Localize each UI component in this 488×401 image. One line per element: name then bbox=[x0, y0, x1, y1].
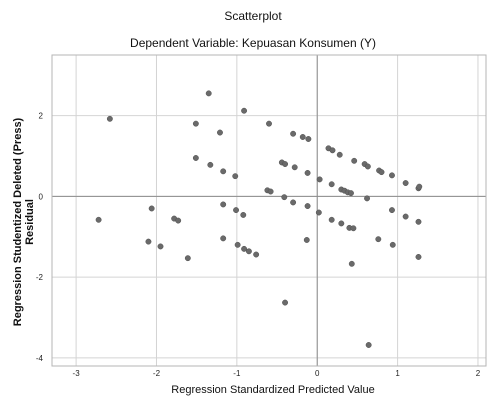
data-point bbox=[220, 235, 227, 242]
data-point bbox=[415, 218, 422, 225]
y-tick-label: 0 bbox=[39, 192, 44, 201]
data-point bbox=[328, 216, 335, 223]
y-tick-label: -4 bbox=[36, 354, 44, 363]
y-axis-title-line2: Residual bbox=[24, 199, 36, 245]
x-tick-label: 2 bbox=[476, 369, 481, 378]
data-point bbox=[267, 188, 274, 195]
data-point bbox=[157, 243, 164, 250]
data-point bbox=[281, 194, 288, 201]
data-point bbox=[365, 342, 372, 348]
data-point bbox=[290, 130, 297, 137]
data-point bbox=[245, 248, 252, 255]
data-point bbox=[351, 157, 358, 164]
data-point bbox=[290, 199, 297, 206]
data-point bbox=[192, 120, 199, 127]
data-point bbox=[282, 299, 289, 306]
data-point bbox=[184, 255, 191, 262]
y-tick-label: -2 bbox=[36, 273, 44, 282]
data-points bbox=[95, 90, 423, 348]
data-point bbox=[299, 134, 306, 140]
data-point bbox=[364, 163, 371, 170]
data-point bbox=[328, 181, 335, 188]
data-point bbox=[205, 90, 212, 97]
data-point bbox=[348, 190, 354, 197]
data-point bbox=[207, 161, 214, 168]
x-tick-label: -2 bbox=[153, 369, 161, 378]
data-point bbox=[192, 155, 199, 161]
data-point bbox=[241, 107, 248, 114]
data-point bbox=[329, 147, 336, 154]
x-tick-label: 0 bbox=[315, 369, 320, 378]
data-point bbox=[220, 201, 227, 208]
x-tick-label: -3 bbox=[73, 369, 81, 378]
data-point bbox=[253, 251, 260, 258]
data-point bbox=[336, 151, 343, 158]
x-tick-label: -1 bbox=[233, 369, 241, 378]
data-point bbox=[217, 129, 223, 136]
data-point bbox=[375, 236, 382, 243]
data-point bbox=[282, 161, 289, 168]
data-point bbox=[402, 180, 409, 186]
data-point bbox=[95, 216, 102, 223]
reference-lines bbox=[52, 55, 486, 366]
data-point bbox=[241, 245, 248, 252]
x-tick-label: 1 bbox=[395, 369, 400, 378]
data-point bbox=[148, 205, 155, 212]
data-point bbox=[415, 253, 422, 260]
data-point bbox=[389, 207, 395, 214]
data-point bbox=[145, 238, 152, 245]
plot-frame bbox=[51, 54, 487, 367]
data-point bbox=[220, 168, 227, 175]
data-point bbox=[316, 176, 323, 183]
data-point bbox=[305, 136, 312, 142]
data-point bbox=[364, 195, 371, 202]
chart-title: Scatterplot bbox=[224, 9, 282, 23]
data-point bbox=[389, 172, 395, 179]
data-point bbox=[348, 260, 355, 267]
data-point bbox=[338, 220, 345, 227]
y-tick-label: 2 bbox=[39, 112, 44, 121]
data-point bbox=[303, 237, 310, 243]
data-point bbox=[234, 241, 241, 248]
data-point bbox=[106, 115, 113, 122]
data-point bbox=[389, 241, 396, 248]
data-point bbox=[232, 173, 239, 180]
data-point bbox=[304, 203, 311, 210]
data-point bbox=[233, 207, 239, 214]
x-axis-title: Regression Standardized Predicted Value bbox=[171, 384, 374, 396]
data-point bbox=[175, 217, 182, 224]
data-point bbox=[291, 164, 298, 171]
data-point bbox=[304, 169, 311, 176]
data-point bbox=[350, 225, 357, 232]
data-point bbox=[240, 211, 247, 218]
y-axis-title-line1: Regression Studentized Deleted (Press) bbox=[12, 117, 24, 326]
data-point bbox=[416, 183, 423, 190]
gridlines bbox=[52, 55, 486, 366]
data-point bbox=[402, 213, 409, 220]
chart-subtitle: Dependent Variable: Kepuasan Konsumen (Y… bbox=[130, 36, 376, 50]
data-point bbox=[378, 169, 385, 176]
data-point bbox=[266, 120, 272, 127]
data-point bbox=[315, 209, 322, 216]
tick-labels: -3 -2 -1 0 1 2 2 0 -2 -4 bbox=[36, 112, 481, 378]
